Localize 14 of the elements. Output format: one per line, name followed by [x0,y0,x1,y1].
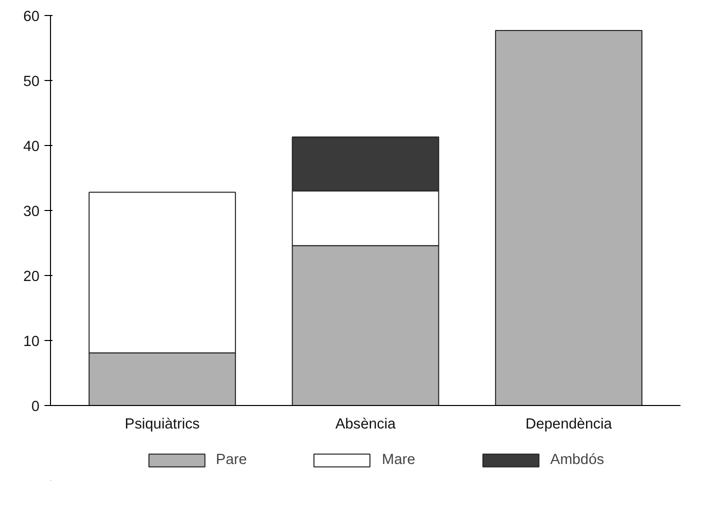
y-tick-label: 60 [23,9,40,25]
y-tick-label: 20 [23,269,40,285]
legend-label: Pare [216,452,247,468]
legend-label: Ambdós [550,452,604,468]
y-tick-label: 50 [23,74,40,90]
bar [495,30,642,406]
y-tick-label: 0 [31,399,40,415]
y-tick-label: 40 [23,139,40,155]
x-tick-label: Absència [335,416,396,432]
x-tick-label: Dependència [526,416,613,432]
legend-label: Mare [382,452,416,468]
x-tick-label: Psiquiàtrics [124,416,200,432]
y-tick-label: 10 [23,334,40,350]
y-tick-label: 30 [23,204,40,220]
